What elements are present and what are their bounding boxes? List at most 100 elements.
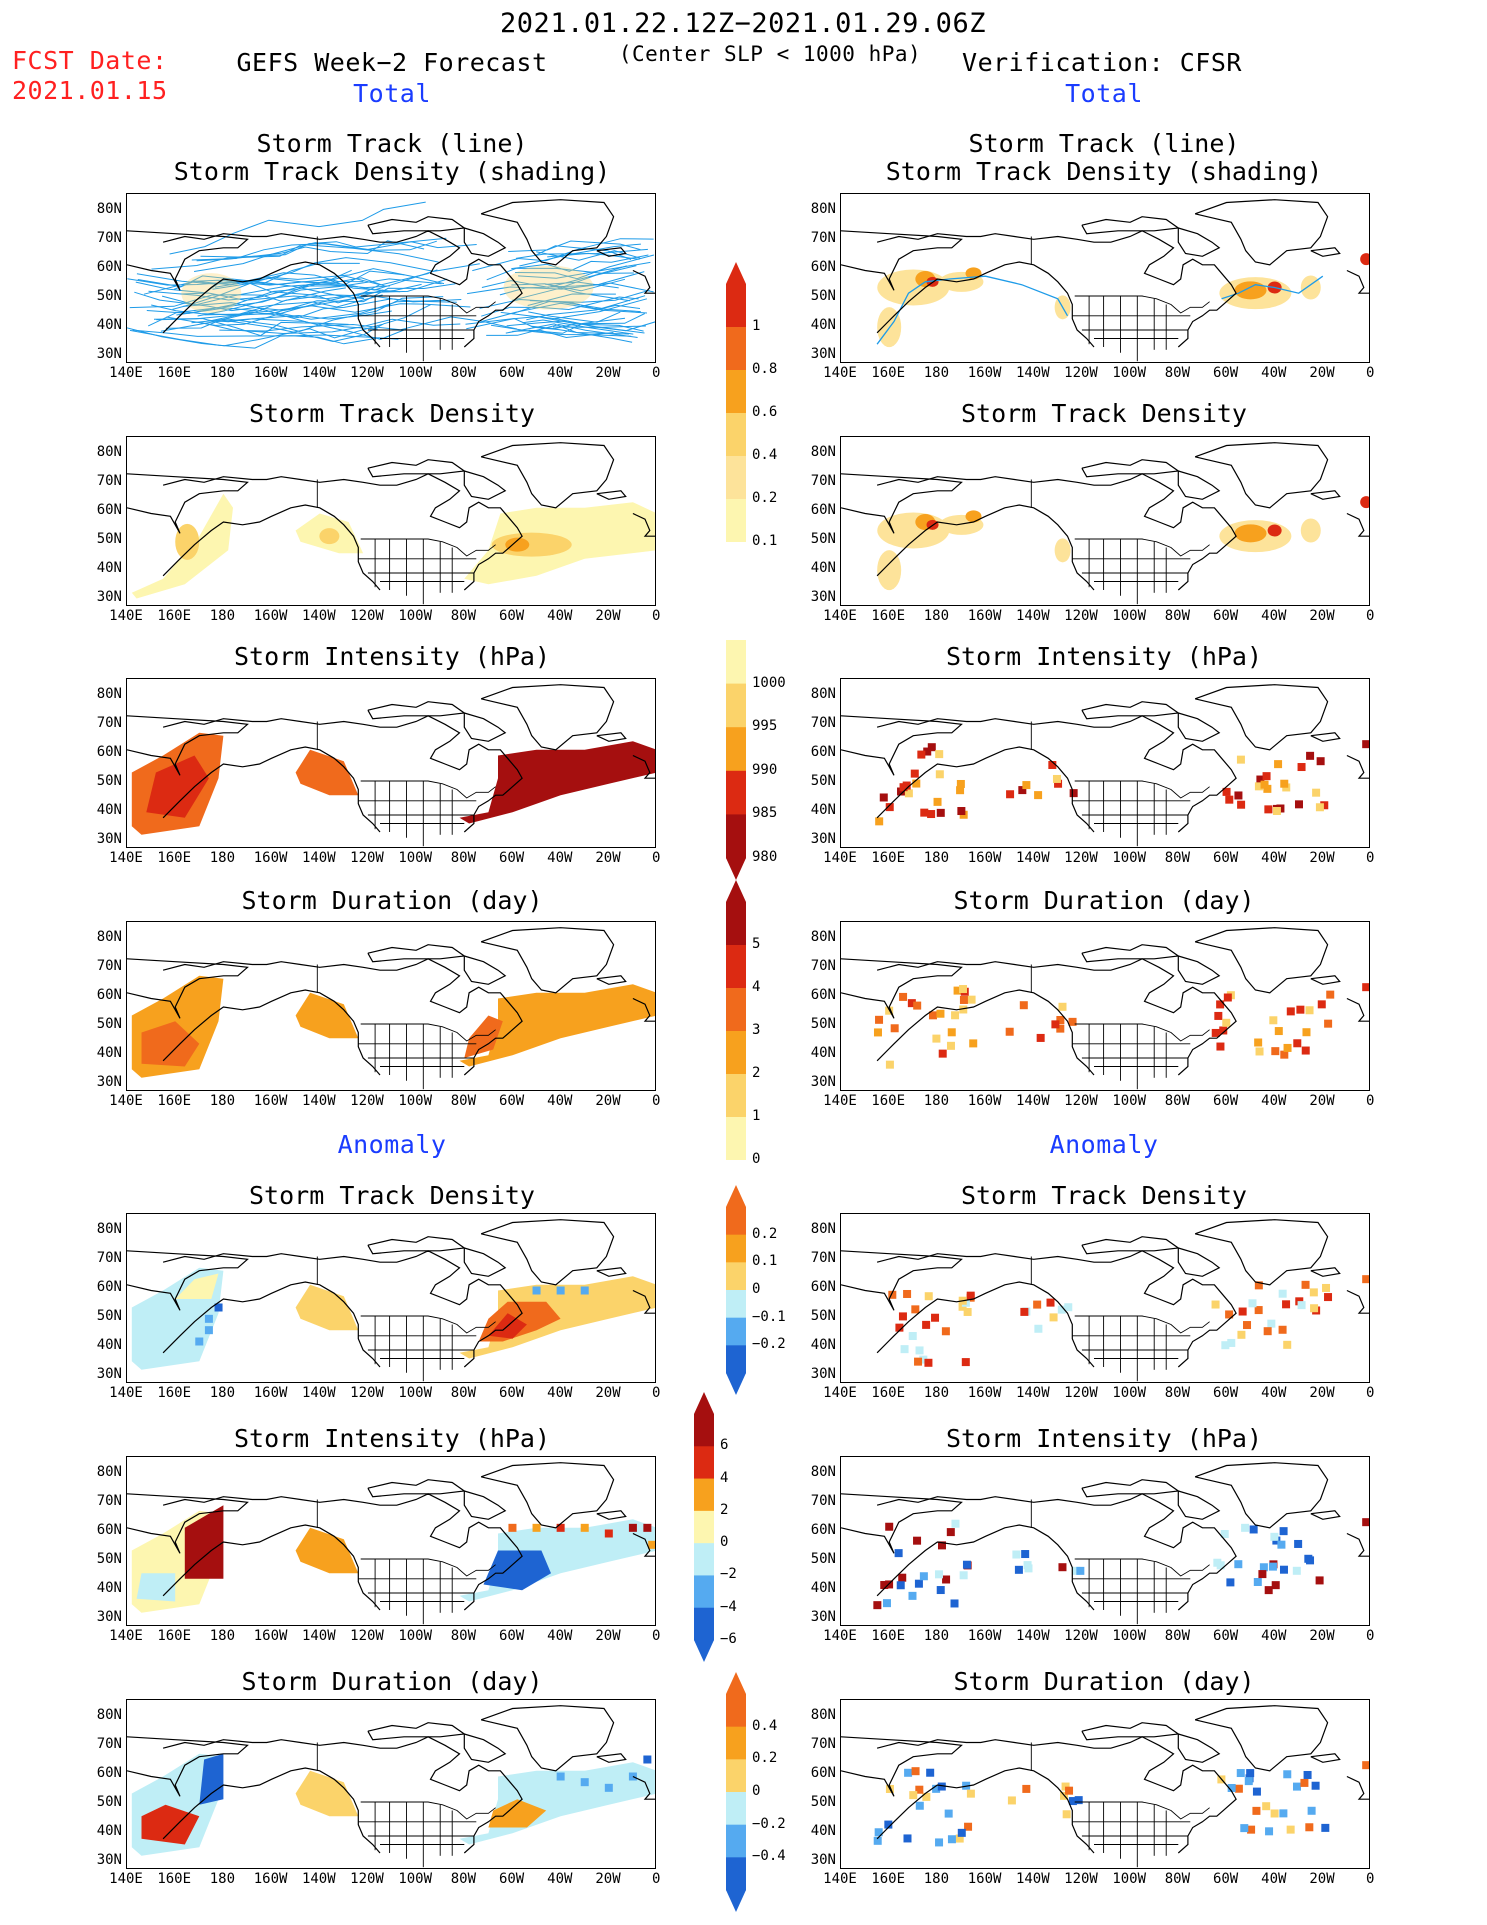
lon-tick-label: 0 — [1365, 1871, 1375, 1887]
grid-cell — [1311, 1781, 1320, 1790]
panel-title-duration-anom-right: Storm Duration (day) — [953, 1667, 1255, 1696]
map-panel-gefs-0 — [126, 193, 656, 363]
coastline — [162, 1736, 523, 1854]
grid-cell — [1317, 1000, 1326, 1009]
grid-cell — [1244, 1777, 1253, 1786]
coastline — [1310, 975, 1341, 985]
grid-cell — [900, 1345, 909, 1354]
colorbar-swatch — [694, 1478, 714, 1512]
grid-cell — [911, 1767, 920, 1776]
colorbar-tick-label: 0.2 — [752, 490, 778, 506]
grid-cell — [914, 1579, 923, 1588]
density-blob — [877, 269, 950, 306]
storm-track-line — [210, 298, 457, 322]
map-panel-cfsr-1 — [840, 436, 1370, 606]
colorbar-swatch — [726, 727, 746, 772]
lon-tick-label: 20W — [1309, 1628, 1335, 1644]
panel-title-intensity-left: Storm Intensity (hPa) — [233, 642, 551, 671]
grid-cell — [1023, 1561, 1032, 1570]
grid-cell — [1286, 1825, 1295, 1834]
coastline — [480, 1219, 615, 1286]
coastline — [632, 754, 655, 779]
grid-cell — [1226, 1578, 1235, 1587]
coastline — [1081, 459, 1180, 478]
grid-cell — [1279, 1527, 1288, 1536]
political-borders — [1030, 1499, 1210, 1625]
density-blob — [505, 537, 530, 552]
political-borders — [1030, 1256, 1210, 1382]
lon-tick-label: 180 — [923, 1093, 950, 1109]
grid-cell — [1259, 1563, 1268, 1572]
lon-tick-label: 140E — [823, 1385, 857, 1401]
coastline — [1194, 1219, 1329, 1286]
grid-cell — [1274, 1027, 1283, 1036]
coastline — [367, 1236, 466, 1255]
grid-cell — [1018, 786, 1027, 795]
lat-tick-label: 40N — [810, 317, 836, 333]
lon-tick-label: 20W — [595, 1385, 621, 1401]
lon-tick-label: 60W — [1212, 1628, 1239, 1644]
grid-cell — [1234, 791, 1243, 800]
lat-tick-label: 50N — [810, 531, 836, 547]
coastline — [632, 269, 655, 294]
lat-tick-label: 70N — [810, 715, 836, 731]
shaded-region — [146, 755, 209, 818]
coastline — [127, 1493, 249, 1554]
lon-tick-label: 20W — [1309, 1093, 1335, 1109]
lon-tick-label: 180 — [209, 608, 236, 624]
coastline — [1194, 442, 1329, 509]
lon-tick-label: 160W — [253, 1385, 288, 1401]
grid-cell — [915, 1346, 924, 1355]
grid-cell — [904, 1768, 913, 1777]
grid-cell — [1297, 763, 1306, 772]
coastline — [480, 199, 615, 266]
grid-cell — [1253, 1578, 1262, 1587]
lon-tick-label: 0 — [1365, 850, 1375, 866]
lat-tick-label: 50N — [810, 1016, 836, 1032]
colorbar-tick-label: 995 — [752, 718, 778, 735]
grid-cell — [1236, 1769, 1245, 1778]
colorbar-swatch — [694, 1607, 714, 1641]
lon-tick-label: 140W — [1015, 365, 1050, 381]
storm-track-line — [482, 302, 648, 322]
lat-tick-label: 50N — [810, 1308, 836, 1324]
colorbar-top-arrow — [726, 262, 746, 284]
lon-tick-label: 80W — [1164, 1385, 1191, 1401]
grid-cell — [913, 1001, 922, 1010]
grid-cell — [1225, 795, 1234, 804]
grid-cell — [919, 1572, 928, 1581]
colorbar-swatch — [726, 1759, 746, 1793]
coastline — [596, 975, 627, 985]
colorbar-density-total — [726, 262, 746, 542]
lon-tick-label: 180 — [923, 850, 950, 866]
grid-cell — [1286, 1007, 1295, 1016]
grid-cell — [927, 743, 936, 752]
lon-tick-label: 60W — [1212, 1385, 1239, 1401]
lon-tick-label: 140E — [109, 1093, 143, 1109]
grid-cell — [1297, 1301, 1306, 1310]
grid-cell — [1315, 1576, 1324, 1585]
political-borders — [1030, 236, 1210, 362]
grid-cell — [1007, 1796, 1016, 1805]
grid-cell — [1034, 791, 1043, 800]
grid-cell — [643, 1755, 652, 1764]
lon-tick-label: 160E — [157, 365, 192, 381]
grid-cell — [1076, 1566, 1085, 1575]
colorbar-tick-label: 5 — [752, 936, 761, 952]
lon-tick-label: 40W — [1261, 850, 1287, 866]
colorbar-swatch — [726, 1726, 746, 1760]
political-borders — [316, 479, 496, 605]
grid-cell — [1309, 1288, 1318, 1297]
lat-tick-label: 40N — [810, 802, 836, 818]
coastline — [480, 1462, 615, 1529]
lat-tick-label: 80N — [96, 1221, 122, 1237]
grid-cell — [937, 1782, 946, 1791]
lon-tick-label: 40W — [1261, 608, 1287, 624]
grid-cell — [1227, 1783, 1236, 1792]
storm-track-line — [536, 250, 641, 261]
map-panel-gefs-5 — [126, 1456, 656, 1626]
coastline — [632, 1532, 655, 1557]
density-blob — [1234, 524, 1267, 543]
lon-tick-label: 120W — [350, 608, 384, 624]
lon-tick-label: 120W — [1064, 1628, 1098, 1644]
